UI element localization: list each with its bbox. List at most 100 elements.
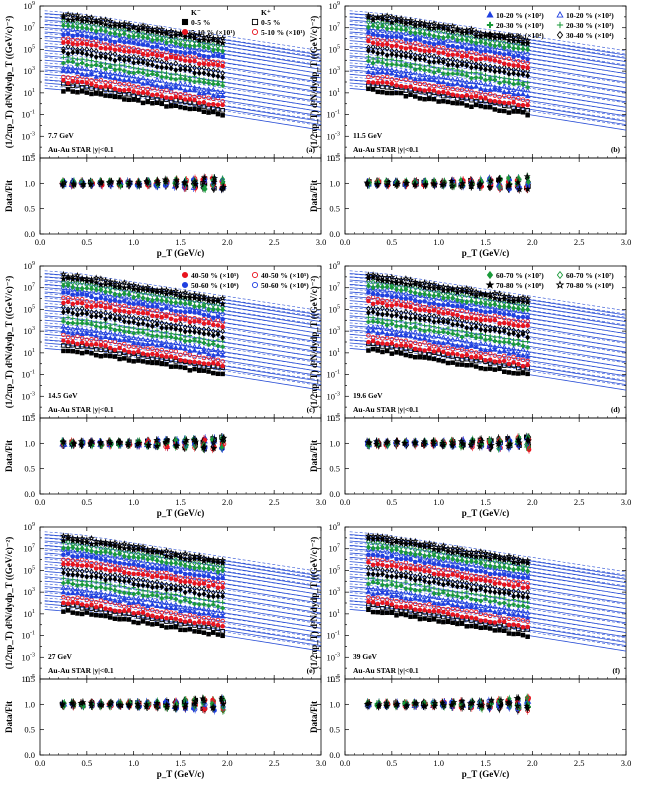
data-point [441, 65, 446, 71]
data-point [65, 43, 71, 50]
data-point [473, 47, 479, 52]
data-point [154, 49, 160, 54]
data-point [478, 355, 484, 360]
data-point [468, 84, 475, 90]
data-point [187, 67, 193, 74]
data-point [205, 351, 212, 357]
data-point [103, 310, 108, 317]
data-point [375, 75, 381, 81]
data-point [413, 346, 418, 352]
data-point [506, 80, 512, 85]
data-point [89, 91, 94, 97]
data-point [103, 296, 108, 302]
data-point [472, 28, 480, 35]
data-point [375, 340, 381, 346]
data-point [394, 52, 399, 59]
y-tick-label: 10-3 [22, 131, 36, 141]
y-tick-label: 10-3 [22, 391, 36, 401]
data-point [450, 92, 455, 97]
data-point [487, 55, 493, 60]
data-point [136, 41, 141, 47]
data-point [102, 16, 109, 23]
data-point [125, 281, 133, 288]
data-point [383, 16, 391, 24]
data-point [449, 22, 457, 30]
data-point [417, 87, 423, 92]
data-point [459, 353, 465, 359]
data-point [220, 328, 226, 335]
data-point [196, 90, 202, 96]
data-point [98, 309, 104, 317]
data-point [463, 26, 471, 33]
data-point [440, 34, 446, 41]
data-point [196, 85, 202, 91]
data-point [403, 332, 409, 338]
data-point [103, 288, 108, 295]
data-point [469, 362, 474, 368]
x-tick-label: 2.0 [222, 237, 233, 247]
data-point [153, 286, 161, 294]
data-point [131, 59, 137, 66]
data-point [131, 49, 136, 54]
data-point [103, 343, 108, 349]
legend: 10-20 % (×10²) 10-20 % (×10²)20-30 % (×10… [486, 10, 614, 40]
data-point [116, 71, 123, 77]
y-tick-label: 103 [329, 66, 341, 76]
data-point [98, 320, 104, 326]
data-point [445, 48, 451, 53]
data-point [131, 294, 137, 301]
data-point [501, 358, 507, 364]
data-point [511, 54, 516, 59]
data-point [140, 48, 146, 54]
data-point [122, 44, 127, 50]
fit-curve-dashed [44, 345, 321, 386]
data-point [122, 81, 127, 87]
ratio-point [373, 181, 381, 188]
data-point [107, 285, 113, 292]
y-tick-label: 107 [329, 23, 341, 33]
data-point [398, 332, 404, 338]
data-point [487, 66, 493, 73]
data-point [416, 18, 424, 26]
data-point [70, 65, 76, 71]
y-tick-exponent: 9 [337, 1, 340, 7]
data-point [497, 50, 502, 56]
ratio-point [77, 437, 85, 445]
data-point [150, 356, 155, 361]
data-point [458, 26, 466, 33]
data-point [487, 98, 493, 103]
data-point [459, 58, 465, 65]
data-point [187, 319, 193, 325]
y-tick-base: 10 [327, 110, 336, 120]
data-point [64, 10, 72, 18]
data-point [168, 72, 174, 77]
data-point [178, 66, 183, 73]
ratio-tick-label: 1.5 [329, 153, 340, 163]
ratio-axis-title: Data/Fit [4, 440, 14, 472]
data-point [450, 351, 455, 356]
data-point [61, 295, 66, 301]
x-tick-label: 0.0 [35, 237, 46, 247]
y-tick-label: 105 [329, 304, 341, 314]
y-tick-exponent: -5 [335, 413, 340, 419]
data-point [417, 347, 423, 352]
data-point [173, 77, 178, 82]
data-point [164, 64, 169, 71]
data-point [201, 43, 207, 51]
data-point [65, 64, 71, 70]
y-tick-base: 10 [329, 304, 338, 314]
y-tick-exponent: 5 [337, 304, 340, 310]
data-point [70, 348, 76, 354]
y-tick-exponent: 5 [337, 44, 340, 50]
data-point [445, 57, 451, 64]
data-point [389, 90, 395, 96]
ratio-tick-label: 0.0 [329, 489, 340, 499]
data-point [88, 327, 95, 333]
legend-label: 30-40 % (×10⁴) [566, 31, 614, 40]
data-point [483, 351, 488, 357]
data-point [511, 81, 516, 87]
data-point [93, 327, 99, 333]
data-point [449, 76, 456, 82]
data-point [469, 46, 474, 51]
data-point [84, 330, 90, 336]
